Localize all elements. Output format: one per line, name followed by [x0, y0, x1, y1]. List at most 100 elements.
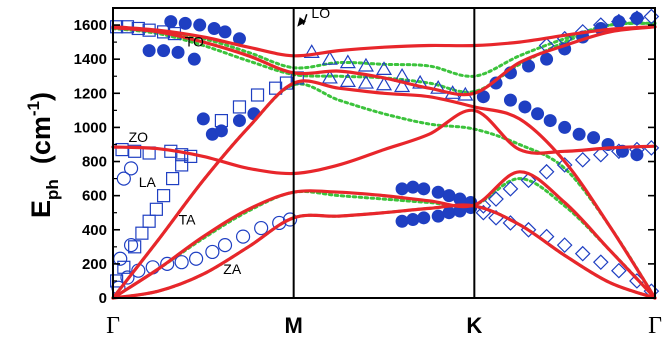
series-solid-to: [111, 25, 657, 97]
data-point-circle-open: [123, 161, 139, 176]
x-tick-label-Γ: Γ: [106, 313, 120, 339]
data-point-diamond-open: [556, 157, 573, 173]
data-point-circle-filled: [406, 213, 420, 227]
data-point-diamond-open: [538, 163, 555, 180]
branch-label-to: TO: [185, 33, 204, 49]
x-tick-label-Γ: Γ: [648, 313, 662, 339]
data-point-triangle-open: [412, 74, 429, 89]
data-point-square-open: [250, 88, 265, 102]
data-point-circle-open: [116, 171, 131, 186]
y-tick-label: 200: [82, 256, 107, 273]
branch-label-zo: ZO: [129, 129, 149, 145]
data-point-circle-filled: [142, 44, 156, 58]
data-point-diamond-open: [502, 180, 519, 197]
data-point-triangle-open: [303, 44, 320, 58]
data-point-circle-filled: [417, 211, 431, 225]
data-point-square-open: [166, 171, 180, 186]
data-point-circle-filled: [540, 52, 554, 66]
data-point-diamond-open: [629, 10, 645, 27]
data-point-triangle-open: [321, 50, 338, 65]
series-dotted-la: [111, 82, 657, 300]
y-tick-label: 600: [82, 188, 107, 205]
data-point-diamond-open: [592, 17, 609, 33]
data-point-diamond-open: [574, 245, 591, 262]
y-tick-label: 1600: [74, 17, 107, 34]
data-point-diamond-open: [574, 151, 591, 168]
data-point-circle-filled: [395, 214, 409, 228]
data-point-circle-open: [254, 220, 269, 236]
data-point-circle-filled: [630, 11, 644, 25]
lo-arrow-line: [302, 13, 308, 26]
data-point-triangle-open: [357, 57, 374, 72]
series-solid-zo: [111, 108, 657, 176]
data-point-circle-filled: [572, 127, 586, 141]
data-point-triangle-open: [339, 73, 356, 87]
data-point-circle-filled: [442, 189, 456, 203]
lo-arrow-head: [297, 17, 306, 27]
data-point-circle-filled: [406, 180, 420, 194]
marker-series-square-open: [110, 20, 304, 288]
labels-group: 0 200 400 600 800 1000 1200 1400 1600 Γ M K Γ Eph (cm…: [24, 5, 662, 339]
branch-label-lo: LO: [311, 5, 330, 21]
data-point-triangle-open: [394, 78, 411, 93]
data-point-triangle-open: [375, 61, 393, 76]
data-point-square-open: [115, 142, 129, 157]
plot-frame: [112, 7, 656, 299]
data-point-circle-filled: [193, 18, 207, 32]
series-solid-za: [111, 203, 657, 300]
data-point-circle-filled: [196, 112, 210, 126]
y-tick-label: 0: [99, 290, 107, 307]
data-point-circle-filled: [453, 192, 467, 206]
data-point-square-open: [232, 100, 247, 114]
data-point-square-open: [128, 144, 142, 158]
data-point-circle-filled: [395, 182, 409, 196]
data-point-square-open: [156, 189, 171, 203]
data-point-circle-filled: [543, 114, 557, 128]
data-point-circle-filled: [417, 182, 431, 196]
data-point-circle-open: [205, 244, 220, 260]
series-dotted-lo: [111, 21, 657, 78]
data-point-circle-open: [189, 251, 204, 266]
data-point-triangle-open: [339, 54, 356, 69]
data-point-triangle-open: [430, 79, 447, 94]
data-point-circle-filled: [630, 148, 644, 162]
data-point-diamond-open: [520, 172, 537, 189]
data-point-circle-filled: [157, 44, 171, 58]
x-tick-label-M: M: [285, 313, 303, 338]
series-solid-lo: [111, 25, 657, 58]
data-point-square-open: [269, 81, 283, 95]
data-point-circle-filled: [503, 93, 517, 107]
data-point-circle-filled: [587, 131, 601, 145]
data-point-square-open: [135, 226, 149, 240]
data-point-circle-filled: [207, 21, 221, 35]
data-point-circle-open: [282, 212, 298, 227]
data-point-square-open: [117, 260, 131, 274]
series-solid-la: [111, 79, 657, 300]
y-tick-label: 1000: [74, 119, 107, 136]
x-tick-label-K: K: [466, 313, 482, 338]
y-tick-label: 400: [82, 222, 107, 239]
data-point-circle-filled: [232, 114, 246, 128]
data-point-circle-open: [174, 255, 189, 270]
data-point-circle-filled: [187, 52, 201, 66]
data-point-circle-filled: [178, 16, 192, 30]
data-point-circle-open: [217, 238, 233, 253]
data-point-circle-filled: [612, 15, 626, 29]
data-point-square-open: [128, 240, 142, 254]
y-axis-label: Eph (cm-1): [24, 92, 62, 218]
data-point-diamond-open: [611, 262, 627, 279]
y-tick-label: 1400: [74, 51, 107, 68]
data-point-circle-filled: [442, 206, 456, 220]
data-point-circle-filled: [518, 100, 532, 114]
data-point-circle-filled: [218, 25, 232, 39]
data-point-circle-open: [160, 256, 175, 271]
data-point-diamond-open: [592, 146, 609, 163]
data-point-diamond-open: [643, 8, 660, 25]
data-point-triangle-open: [321, 69, 338, 84]
y-tick-label: 1200: [74, 85, 107, 102]
data-point-triangle-open: [375, 76, 393, 91]
data-point-square-open: [142, 214, 156, 228]
axes-group: [112, 7, 656, 299]
data-point-diamond-open: [488, 191, 504, 207]
